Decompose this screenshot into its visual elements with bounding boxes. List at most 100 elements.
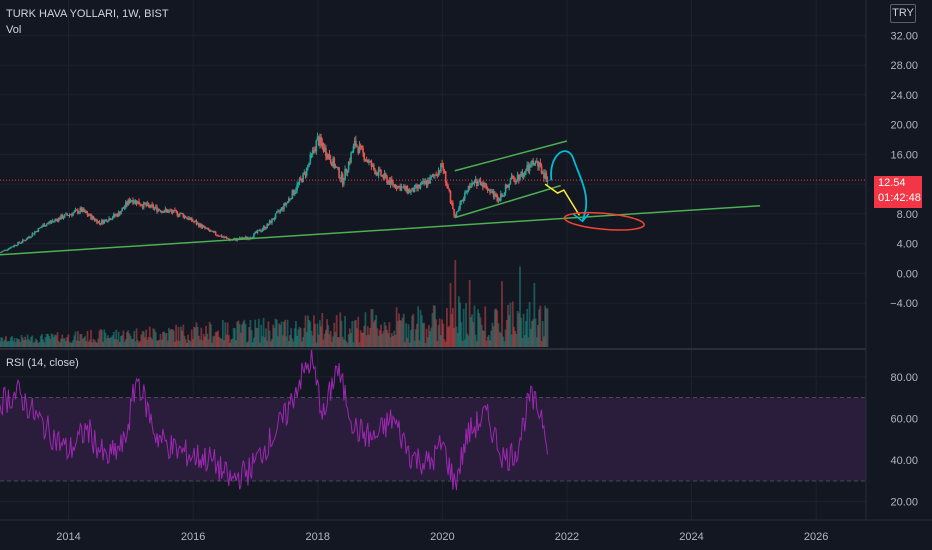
time-tick-label: 2018 — [305, 531, 329, 543]
volume-bar — [23, 340, 25, 347]
candle-body — [218, 235, 221, 237]
volume-bar — [261, 336, 264, 347]
candle-body — [352, 145, 355, 152]
volume-bar — [148, 326, 151, 347]
volume-bar — [326, 319, 328, 347]
candle-body — [533, 163, 536, 165]
volume-bar — [528, 302, 531, 347]
volume-bar — [33, 341, 36, 347]
volume-bar — [164, 333, 167, 347]
volume-bar — [211, 342, 213, 347]
price-tick-label: 24.00 — [890, 90, 918, 102]
candle-body — [90, 214, 92, 220]
volume-bar — [144, 337, 146, 347]
volume-bar — [170, 329, 173, 347]
volume-bar — [450, 314, 453, 347]
candle-body — [287, 198, 290, 202]
candle-body — [144, 202, 146, 205]
volume-bar — [456, 333, 459, 347]
volume-bar — [341, 336, 344, 347]
candle-body — [113, 214, 115, 218]
candle-body — [13, 245, 16, 247]
candle-body — [444, 171, 447, 184]
volume-bar — [127, 330, 130, 347]
candle-body — [304, 172, 307, 176]
volume-bar — [292, 341, 295, 347]
volume-bar — [455, 326, 458, 347]
volume-bar — [66, 337, 68, 347]
volume-bar — [121, 335, 124, 347]
candle-body — [398, 185, 400, 187]
candle-body — [540, 165, 543, 174]
candle-body — [438, 170, 441, 172]
candle-body — [458, 208, 460, 212]
candle-body — [425, 180, 428, 186]
volume-bar — [386, 329, 388, 347]
candle-body — [216, 234, 218, 236]
candle-body — [404, 186, 406, 190]
volume-bar — [147, 336, 150, 347]
volume-bar — [118, 341, 121, 347]
volume-bar — [41, 334, 43, 347]
volume-bar — [156, 340, 158, 347]
candle-body — [482, 183, 484, 187]
volume-bar — [484, 306, 487, 347]
volume-bar — [251, 342, 254, 347]
rsi-tick-label: 60.00 — [890, 413, 918, 425]
volume-bar — [545, 308, 548, 347]
volume-bar — [525, 321, 527, 347]
candle-body — [453, 209, 455, 216]
volume-bar — [135, 328, 138, 347]
symbol-title[interactable]: TURK HAVA YOLLARI, 1W, BIST — [6, 8, 169, 20]
candle-body — [194, 221, 197, 223]
volume-bar — [239, 332, 242, 347]
volume-bar — [111, 335, 114, 347]
volume-indicator-label[interactable]: Vol — [6, 24, 22, 36]
volume-bar — [20, 335, 23, 347]
candle-body — [363, 152, 366, 161]
candle-body — [81, 208, 84, 212]
volume-bar — [333, 322, 336, 347]
candle-body — [96, 219, 98, 224]
candle-body — [151, 204, 153, 206]
rsi-indicator-label[interactable]: RSI (14, close) — [6, 357, 79, 369]
candle-body — [123, 206, 126, 209]
candle-body — [483, 182, 485, 187]
candle-body — [67, 215, 70, 217]
currency-button[interactable]: TRY — [890, 4, 916, 23]
candle-body — [332, 158, 334, 167]
volume-bar — [348, 328, 351, 347]
volume-bar — [284, 319, 287, 347]
volume-bar — [309, 321, 312, 347]
volume-bar — [345, 341, 348, 347]
candle-body — [328, 154, 331, 159]
volume-bar — [249, 320, 252, 347]
rsi-layer — [0, 348, 548, 491]
candle-body — [507, 187, 509, 188]
candle-body — [134, 200, 137, 203]
candle-body — [340, 174, 343, 179]
volume-bar — [133, 331, 136, 347]
volume-bar — [287, 341, 290, 347]
candle-body — [345, 169, 348, 173]
candle-body — [41, 226, 43, 228]
candle-body — [470, 186, 472, 189]
candle-body — [459, 202, 461, 209]
candle-body — [125, 202, 127, 207]
candle-body — [401, 186, 404, 188]
candle-body — [380, 169, 382, 176]
volume-bar — [280, 321, 283, 347]
volume-bar — [278, 323, 281, 347]
volume-bar — [435, 319, 438, 347]
volume-bar — [428, 325, 430, 347]
candle-body — [516, 174, 519, 182]
volume-bar — [214, 331, 217, 347]
volume-bar — [281, 335, 284, 347]
volume-bar — [271, 338, 273, 347]
price-tick-label: −4.00 — [890, 298, 918, 310]
candle-body — [163, 211, 165, 213]
volume-bar — [497, 323, 500, 347]
candle-body — [103, 220, 106, 224]
candle-body — [546, 179, 549, 182]
candle-body — [86, 213, 89, 216]
